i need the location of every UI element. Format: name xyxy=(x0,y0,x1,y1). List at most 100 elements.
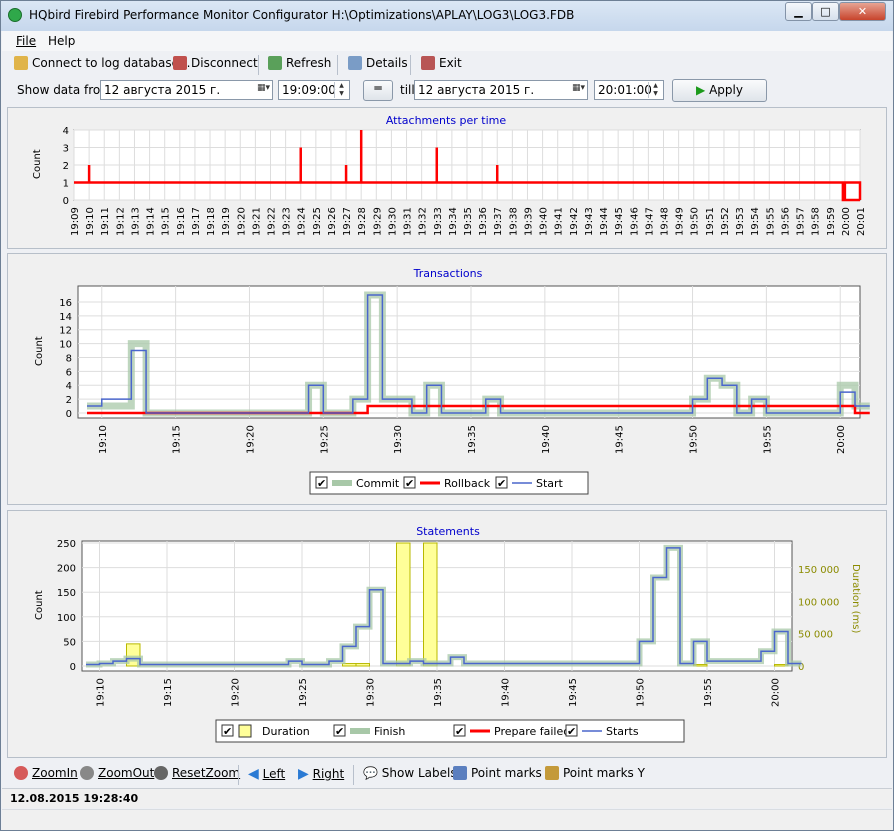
y-tick-label: 1 xyxy=(63,179,69,190)
y2-tick-label: 50 000 xyxy=(798,630,833,641)
y-tick-label: 100 xyxy=(57,613,76,624)
y-tick-label: 200 xyxy=(57,564,76,575)
x-tick-label: 19:20 xyxy=(236,207,247,236)
x-tick-label: 19:35 xyxy=(463,207,474,236)
x-tick-label: 19:45 xyxy=(615,425,626,454)
x-tick-label: 19:49 xyxy=(675,207,686,236)
exit-button[interactable]: Exit xyxy=(421,56,462,74)
swap-button[interactable]: ═ xyxy=(363,80,393,101)
x-tick-label: 19:15 xyxy=(163,678,174,707)
x-tick-label: 19:11 xyxy=(100,207,111,236)
legend-label: Start xyxy=(536,477,564,490)
disconnect-button[interactable]: Disconnect xyxy=(173,56,258,74)
x-tick-label: 19:35 xyxy=(433,678,444,707)
close-button[interactable]: ✕ xyxy=(839,2,886,21)
legend-checkbox xyxy=(221,724,234,737)
x-tick-label: 19:27 xyxy=(342,207,353,236)
check-icon: ✔ xyxy=(455,725,464,738)
x-tick-label: 19:12 xyxy=(115,207,126,236)
x-tick-label: 19:09 xyxy=(70,207,81,236)
speech-bubble-icon: 💬 xyxy=(363,766,378,780)
x-tick-label: 19:26 xyxy=(327,207,338,236)
legend-label: Prepare failed xyxy=(494,725,570,738)
y-tick-label: 0 xyxy=(66,409,72,420)
from-date-picker[interactable]: 12 августа 2015 г. ▦▾ xyxy=(100,80,273,100)
y-tick-label: 250 xyxy=(57,539,76,550)
menu-file[interactable]: File xyxy=(16,34,37,48)
x-tick-label: 19:33 xyxy=(433,207,444,236)
toolbar-separator xyxy=(410,55,411,75)
y2-tick-label: 100 000 xyxy=(798,597,839,608)
right-button[interactable]: ▶ Right xyxy=(298,766,345,782)
grid-x-icon xyxy=(453,766,467,780)
legend-label: Finish xyxy=(374,725,405,738)
x-tick-label: 19:32 xyxy=(418,207,429,236)
x-tick-label: 19:45 xyxy=(614,207,625,236)
till-date-picker[interactable]: 12 августа 2015 г. ▦▾ xyxy=(414,80,588,100)
connect-button[interactable]: Connect to log database... xyxy=(14,56,190,74)
minimize-button[interactable]: ▁ xyxy=(785,2,812,21)
statements-chart: Statements 19:10 19:15 19:20 19:25 19:30 19:35… xyxy=(34,525,861,743)
y-tick-label: 4 xyxy=(66,381,72,392)
x-tick-label: 19:15 xyxy=(161,207,172,236)
legend-checkbox xyxy=(495,476,508,489)
legend-checkbox xyxy=(315,476,328,489)
calendar-dropdown-icon[interactable]: ▦▾ xyxy=(256,83,270,93)
y-axis-label: Count xyxy=(34,336,45,366)
app-icon xyxy=(8,8,22,22)
show-labels-button[interactable]: 💬 Show Labels xyxy=(363,766,457,780)
x-tick-label: 19:30 xyxy=(393,425,404,454)
point-marks-x-button[interactable]: Point marks X xyxy=(453,766,554,784)
status-timestamp: 12.08.2015 19:28:40 xyxy=(10,792,139,805)
x-tick-label: 19:40 xyxy=(501,678,512,707)
left-button[interactable]: ◀ Left xyxy=(248,766,286,782)
x-tick-label: 19:36 xyxy=(478,207,489,236)
check-icon: ✔ xyxy=(335,725,344,738)
chart-title: Attachments per time xyxy=(386,114,507,127)
x-tick-label: 19:44 xyxy=(599,207,610,236)
toolbar-separator xyxy=(353,765,354,785)
main-toolbar: Connect to log database... Disconnect Re… xyxy=(2,52,892,76)
zoom-out-icon xyxy=(80,766,94,780)
start-series-line xyxy=(87,294,870,414)
folder-icon xyxy=(14,56,28,70)
x-tick-label: 19:37 xyxy=(493,207,504,236)
x-tick-label: 19:38 xyxy=(508,207,519,236)
x-tick-label: 19:30 xyxy=(387,207,398,236)
spinner-icon[interactable]: ▲ ▼ xyxy=(334,82,348,98)
check-icon: ✔ xyxy=(317,477,326,490)
y-tick-label: 14 xyxy=(59,312,72,323)
x-tick-label: 19:21 xyxy=(251,207,262,236)
window-title: HQbird Firebird Performance Monitor Conf… xyxy=(29,8,575,22)
from-time-field[interactable]: 19:09:00 ▲ ▼ xyxy=(278,80,350,100)
check-icon: ✔ xyxy=(567,725,576,738)
x-tick-label: 19:54 xyxy=(750,207,761,236)
spinner-icon[interactable]: ▲ ▼ xyxy=(648,82,662,98)
x-tick-label: 19:50 xyxy=(689,425,700,454)
arrow-left-icon: ◀ xyxy=(248,766,259,782)
transactions-panel: Transactions 19:10 19:15 19:20 19:25 19:30 19:… xyxy=(7,253,887,505)
y2-tick-label: 0 xyxy=(798,662,804,673)
details-button[interactable]: Details xyxy=(348,56,408,74)
resetzoom-button[interactable]: ResetZoom xyxy=(154,766,240,784)
x-tick-label: 19:24 xyxy=(297,207,308,236)
calendar-dropdown-icon[interactable]: ▦▾ xyxy=(571,83,585,93)
till-time-field[interactable]: 20:01:00 ▲ ▼ xyxy=(594,80,664,100)
refresh-button[interactable]: Refresh xyxy=(268,56,331,74)
x-tick-label: 19:39 xyxy=(523,207,534,236)
x-tick-label: 19:55 xyxy=(703,678,714,707)
menu-help[interactable]: Help xyxy=(48,34,76,48)
zoomin-button[interactable]: ZoomIn xyxy=(14,766,78,784)
legend-checkbox xyxy=(453,724,466,737)
check-icon: ✔ xyxy=(223,725,232,738)
exit-icon xyxy=(421,56,435,70)
point-marks-y-button[interactable]: Point marks Y xyxy=(545,766,645,784)
zoomout-button[interactable]: ZoomOut xyxy=(80,766,154,784)
title-bar[interactable]: HQbird Firebird Performance Monitor Conf… xyxy=(1,1,893,31)
x-tick-label: 19:10 xyxy=(96,678,107,707)
apply-button[interactable]: ▶ Apply xyxy=(672,79,767,102)
maximize-button[interactable]: □ xyxy=(812,2,839,21)
legend-label: Duration xyxy=(262,725,310,738)
status-bar-footer xyxy=(2,809,892,830)
x-tick-label: 19:34 xyxy=(448,207,459,236)
